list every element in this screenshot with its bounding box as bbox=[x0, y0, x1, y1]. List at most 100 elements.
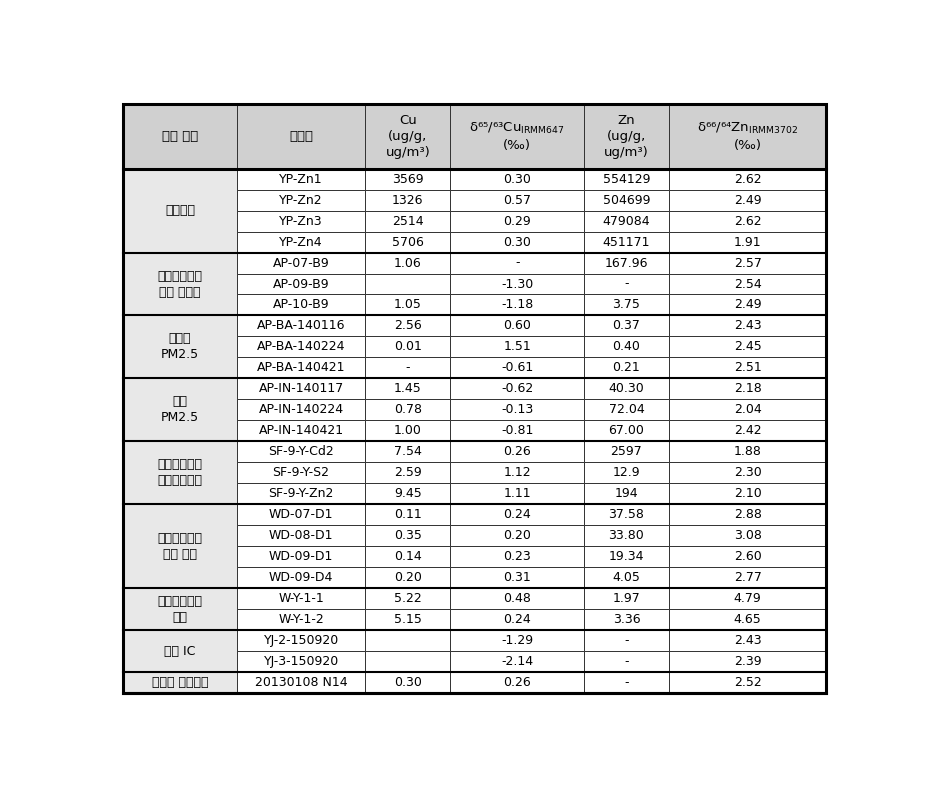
Bar bbox=[584, 231, 669, 252]
Text: AP-10-B9: AP-10-B9 bbox=[273, 298, 330, 312]
Bar bbox=[450, 525, 584, 546]
Bar bbox=[450, 274, 584, 294]
Text: 0.11: 0.11 bbox=[394, 508, 421, 522]
Bar bbox=[450, 189, 584, 211]
Text: 1.12: 1.12 bbox=[504, 466, 531, 479]
Bar bbox=[365, 274, 450, 294]
Bar bbox=[365, 169, 450, 189]
Text: AP-IN-140224: AP-IN-140224 bbox=[258, 403, 344, 417]
Bar bbox=[237, 274, 365, 294]
Text: 2.62: 2.62 bbox=[733, 173, 761, 185]
Bar bbox=[365, 189, 450, 211]
Text: 시료명: 시료명 bbox=[289, 129, 313, 143]
Bar bbox=[669, 231, 826, 252]
Bar bbox=[584, 211, 669, 231]
Bar bbox=[237, 525, 365, 546]
Text: 40.30: 40.30 bbox=[608, 383, 644, 395]
Text: 1.97: 1.97 bbox=[612, 593, 640, 605]
Bar bbox=[365, 379, 450, 399]
Bar bbox=[237, 567, 365, 589]
Text: 33.80: 33.80 bbox=[608, 529, 644, 542]
Bar bbox=[669, 589, 826, 609]
Text: -0.81: -0.81 bbox=[501, 424, 533, 437]
Text: 4.05: 4.05 bbox=[612, 571, 641, 584]
Bar bbox=[584, 169, 669, 189]
Text: 2.43: 2.43 bbox=[733, 634, 761, 647]
Bar bbox=[365, 211, 450, 231]
Text: 아연제련시설
인근 쓰먼지: 아연제련시설 인근 쓰먼지 bbox=[157, 270, 203, 298]
Text: 0.35: 0.35 bbox=[394, 529, 421, 542]
Bar bbox=[365, 525, 450, 546]
Bar bbox=[123, 316, 237, 379]
Bar bbox=[450, 357, 584, 379]
Bar bbox=[450, 294, 584, 316]
Bar bbox=[669, 399, 826, 421]
Text: YP-Zn3: YP-Zn3 bbox=[280, 215, 323, 227]
Bar bbox=[584, 294, 669, 316]
Text: 2.49: 2.49 bbox=[733, 193, 761, 207]
Bar bbox=[584, 589, 669, 609]
Text: 2.60: 2.60 bbox=[733, 550, 761, 563]
Text: 1.06: 1.06 bbox=[394, 256, 421, 270]
Text: -2.14: -2.14 bbox=[501, 655, 533, 668]
Bar bbox=[450, 211, 584, 231]
Text: 3569: 3569 bbox=[392, 173, 424, 185]
Text: 0.24: 0.24 bbox=[503, 508, 531, 522]
Bar bbox=[365, 399, 450, 421]
Text: 2.45: 2.45 bbox=[733, 340, 761, 353]
Bar bbox=[669, 484, 826, 504]
Bar bbox=[237, 504, 365, 525]
Text: -: - bbox=[515, 256, 519, 270]
Text: 5.22: 5.22 bbox=[394, 593, 421, 605]
Bar bbox=[669, 189, 826, 211]
Bar bbox=[669, 252, 826, 274]
Text: -1.18: -1.18 bbox=[501, 298, 533, 312]
Bar bbox=[669, 672, 826, 693]
Bar bbox=[123, 630, 237, 672]
Text: 167.96: 167.96 bbox=[605, 256, 648, 270]
Text: -: - bbox=[624, 676, 629, 689]
Bar bbox=[365, 294, 450, 316]
Text: 2.62: 2.62 bbox=[733, 215, 761, 227]
Bar bbox=[450, 546, 584, 567]
Text: -1.30: -1.30 bbox=[501, 278, 533, 290]
Text: 아연제련시설
굴됵먼지시료: 아연제련시설 굴됵먼지시료 bbox=[157, 458, 203, 488]
Text: 9.45: 9.45 bbox=[394, 488, 421, 500]
Bar bbox=[450, 462, 584, 484]
Text: 3.75: 3.75 bbox=[612, 298, 641, 312]
Text: 1.00: 1.00 bbox=[394, 424, 421, 437]
Bar bbox=[365, 357, 450, 379]
Text: -0.61: -0.61 bbox=[501, 361, 533, 375]
Bar bbox=[237, 231, 365, 252]
Text: 2514: 2514 bbox=[392, 215, 424, 227]
Bar bbox=[584, 316, 669, 336]
Bar bbox=[669, 525, 826, 546]
Bar bbox=[584, 274, 669, 294]
Text: 시료 종류: 시료 종류 bbox=[162, 129, 198, 143]
Text: -0.13: -0.13 bbox=[501, 403, 533, 417]
Text: W-Y-1-1: W-Y-1-1 bbox=[278, 593, 324, 605]
Bar bbox=[237, 189, 365, 211]
Text: YJ-2-150920: YJ-2-150920 bbox=[264, 634, 339, 647]
Bar bbox=[450, 169, 584, 189]
Bar bbox=[237, 609, 365, 630]
Bar bbox=[237, 484, 365, 504]
Text: 1.51: 1.51 bbox=[503, 340, 531, 353]
Text: 1.05: 1.05 bbox=[394, 298, 421, 312]
Bar bbox=[584, 609, 669, 630]
Text: AP-IN-140117: AP-IN-140117 bbox=[258, 383, 344, 395]
Text: 2.39: 2.39 bbox=[733, 655, 761, 668]
Bar bbox=[237, 252, 365, 274]
Text: 0.30: 0.30 bbox=[503, 236, 532, 249]
Bar bbox=[584, 651, 669, 672]
Bar bbox=[669, 421, 826, 441]
Bar bbox=[365, 567, 450, 589]
Text: 2.04: 2.04 bbox=[733, 403, 761, 417]
Bar bbox=[365, 609, 450, 630]
Bar bbox=[237, 651, 365, 672]
Text: 0.40: 0.40 bbox=[612, 340, 641, 353]
Bar bbox=[584, 421, 669, 441]
Text: 2.59: 2.59 bbox=[394, 466, 421, 479]
Text: 2.54: 2.54 bbox=[733, 278, 761, 290]
Bar bbox=[123, 252, 237, 316]
